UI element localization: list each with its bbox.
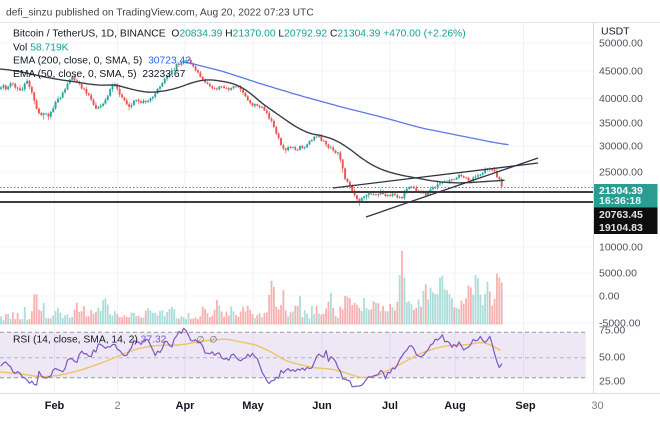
svg-text:Jul: Jul — [382, 400, 398, 412]
svg-text:50000.00: 50000.00 — [599, 38, 643, 50]
svg-text:2: 2 — [114, 400, 120, 412]
svg-text:∅: ∅ — [197, 335, 205, 345]
svg-text:30000.00: 30000.00 — [599, 141, 643, 153]
svg-text:Aug: Aug — [444, 400, 465, 412]
svg-text:USDT: USDT — [601, 26, 630, 38]
svg-text:defi_sinzu published on Tradin: defi_sinzu published on TradingView.com,… — [6, 8, 314, 19]
svg-text:20763.45: 20763.45 — [599, 209, 643, 221]
svg-text:21304.39: 21304.39 — [599, 185, 643, 197]
svg-text:25000.00: 25000.00 — [599, 167, 643, 179]
svg-text:30: 30 — [591, 400, 603, 412]
svg-text:10000.00: 10000.00 — [599, 242, 643, 254]
svg-text:75.00: 75.00 — [599, 325, 625, 337]
svg-text:50.00: 50.00 — [599, 352, 625, 364]
svg-text:Sep: Sep — [515, 400, 535, 412]
svg-text:∅: ∅ — [210, 335, 218, 345]
svg-text:Apr: Apr — [176, 400, 196, 412]
svg-text:-5000.00: -5000.00 — [599, 318, 641, 330]
svg-text:45000.00: 45000.00 — [599, 66, 643, 78]
svg-text:May: May — [242, 400, 264, 412]
svg-text:5000.00: 5000.00 — [599, 268, 637, 280]
svg-text:Jun: Jun — [312, 400, 332, 412]
svg-text:16:36:18: 16:36:18 — [599, 195, 641, 207]
svg-text:EMA (200, close, 0, SMA, 5) 3: EMA (200, close, 0, SMA, 5) 30723.42 — [13, 56, 191, 67]
svg-text:19104.83: 19104.83 — [599, 222, 643, 234]
svg-text:35000.00: 35000.00 — [599, 118, 643, 130]
svg-text:RSI (14, close, SMA, 14, 2) 37: RSI (14, close, SMA, 14, 2) 37.32 — [13, 335, 167, 346]
svg-text:Vol 58.719K: Vol 58.719K — [13, 43, 69, 54]
svg-text:Bitcoin / TetherUS, 1D, BINANC: Bitcoin / TetherUS, 1D, BINANCE O20834.3… — [13, 29, 466, 40]
svg-text:0.00: 0.00 — [599, 291, 620, 303]
svg-text:EMA (50, close, 0, SMA, 5) 23: EMA (50, close, 0, SMA, 5) 23233.67 — [13, 69, 186, 80]
svg-text:25.00: 25.00 — [599, 376, 625, 388]
svg-text:Feb: Feb — [45, 400, 65, 412]
svg-text:40000.00: 40000.00 — [599, 93, 643, 105]
